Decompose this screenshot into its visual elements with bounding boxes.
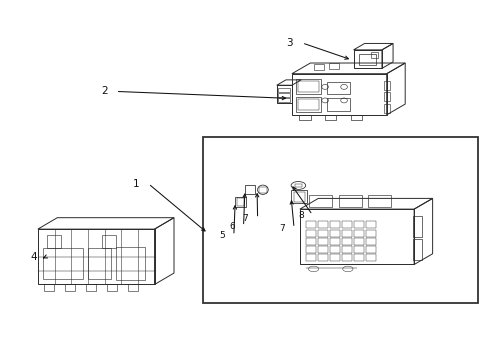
Text: 8: 8 (298, 211, 303, 220)
Bar (290, 190, 306, 203)
Bar (365, 221, 375, 228)
Bar (365, 230, 375, 237)
Bar (298, 99, 318, 110)
Bar (308, 195, 331, 207)
Bar (329, 230, 339, 237)
Bar (341, 254, 351, 261)
Bar (353, 246, 363, 253)
Text: 4: 4 (31, 252, 37, 262)
Bar (259, 187, 266, 193)
Bar (295, 97, 321, 112)
Bar (305, 254, 315, 261)
Bar (353, 221, 363, 228)
Text: 5: 5 (219, 231, 224, 240)
Bar (313, 64, 324, 70)
Bar (298, 81, 318, 93)
Bar (383, 81, 389, 90)
Text: 7: 7 (279, 224, 285, 233)
Bar (295, 80, 321, 94)
Bar (203, 137, 477, 303)
Bar (326, 98, 349, 111)
Bar (341, 221, 351, 228)
Bar (294, 184, 302, 187)
Bar (329, 246, 339, 253)
Bar (102, 235, 116, 248)
Bar (353, 238, 363, 245)
Bar (305, 238, 315, 245)
Bar (359, 54, 376, 65)
Bar (244, 185, 254, 194)
Bar (305, 221, 315, 228)
Bar (317, 221, 327, 228)
Bar (341, 246, 351, 253)
Bar (42, 248, 83, 279)
Bar (326, 81, 349, 94)
Bar (367, 195, 390, 207)
Bar (353, 254, 363, 261)
Bar (278, 93, 290, 97)
Bar (338, 195, 361, 207)
Bar (305, 230, 315, 237)
Text: 3: 3 (286, 38, 292, 48)
Bar (365, 246, 375, 253)
Text: 7: 7 (242, 214, 248, 223)
Text: 1: 1 (132, 179, 139, 189)
Bar (278, 98, 290, 102)
Bar (365, 238, 375, 245)
Bar (236, 198, 244, 206)
Bar (365, 254, 375, 261)
Bar (305, 246, 315, 253)
Bar (383, 92, 389, 101)
Bar (383, 104, 389, 113)
Bar (370, 52, 377, 58)
Bar (317, 238, 327, 245)
Bar (329, 254, 339, 261)
Bar (47, 235, 61, 248)
Text: 6: 6 (228, 222, 234, 231)
Bar (328, 63, 338, 69)
Bar (329, 221, 339, 228)
Text: 2: 2 (101, 86, 107, 96)
Bar (317, 246, 327, 253)
Bar (341, 230, 351, 237)
Bar (329, 238, 339, 245)
Bar (341, 238, 351, 245)
Bar (116, 247, 145, 280)
Bar (278, 87, 290, 91)
Bar (317, 254, 327, 261)
Bar (353, 230, 363, 237)
Bar (293, 192, 304, 202)
Bar (317, 230, 327, 237)
Bar (88, 248, 111, 279)
Bar (235, 197, 245, 207)
